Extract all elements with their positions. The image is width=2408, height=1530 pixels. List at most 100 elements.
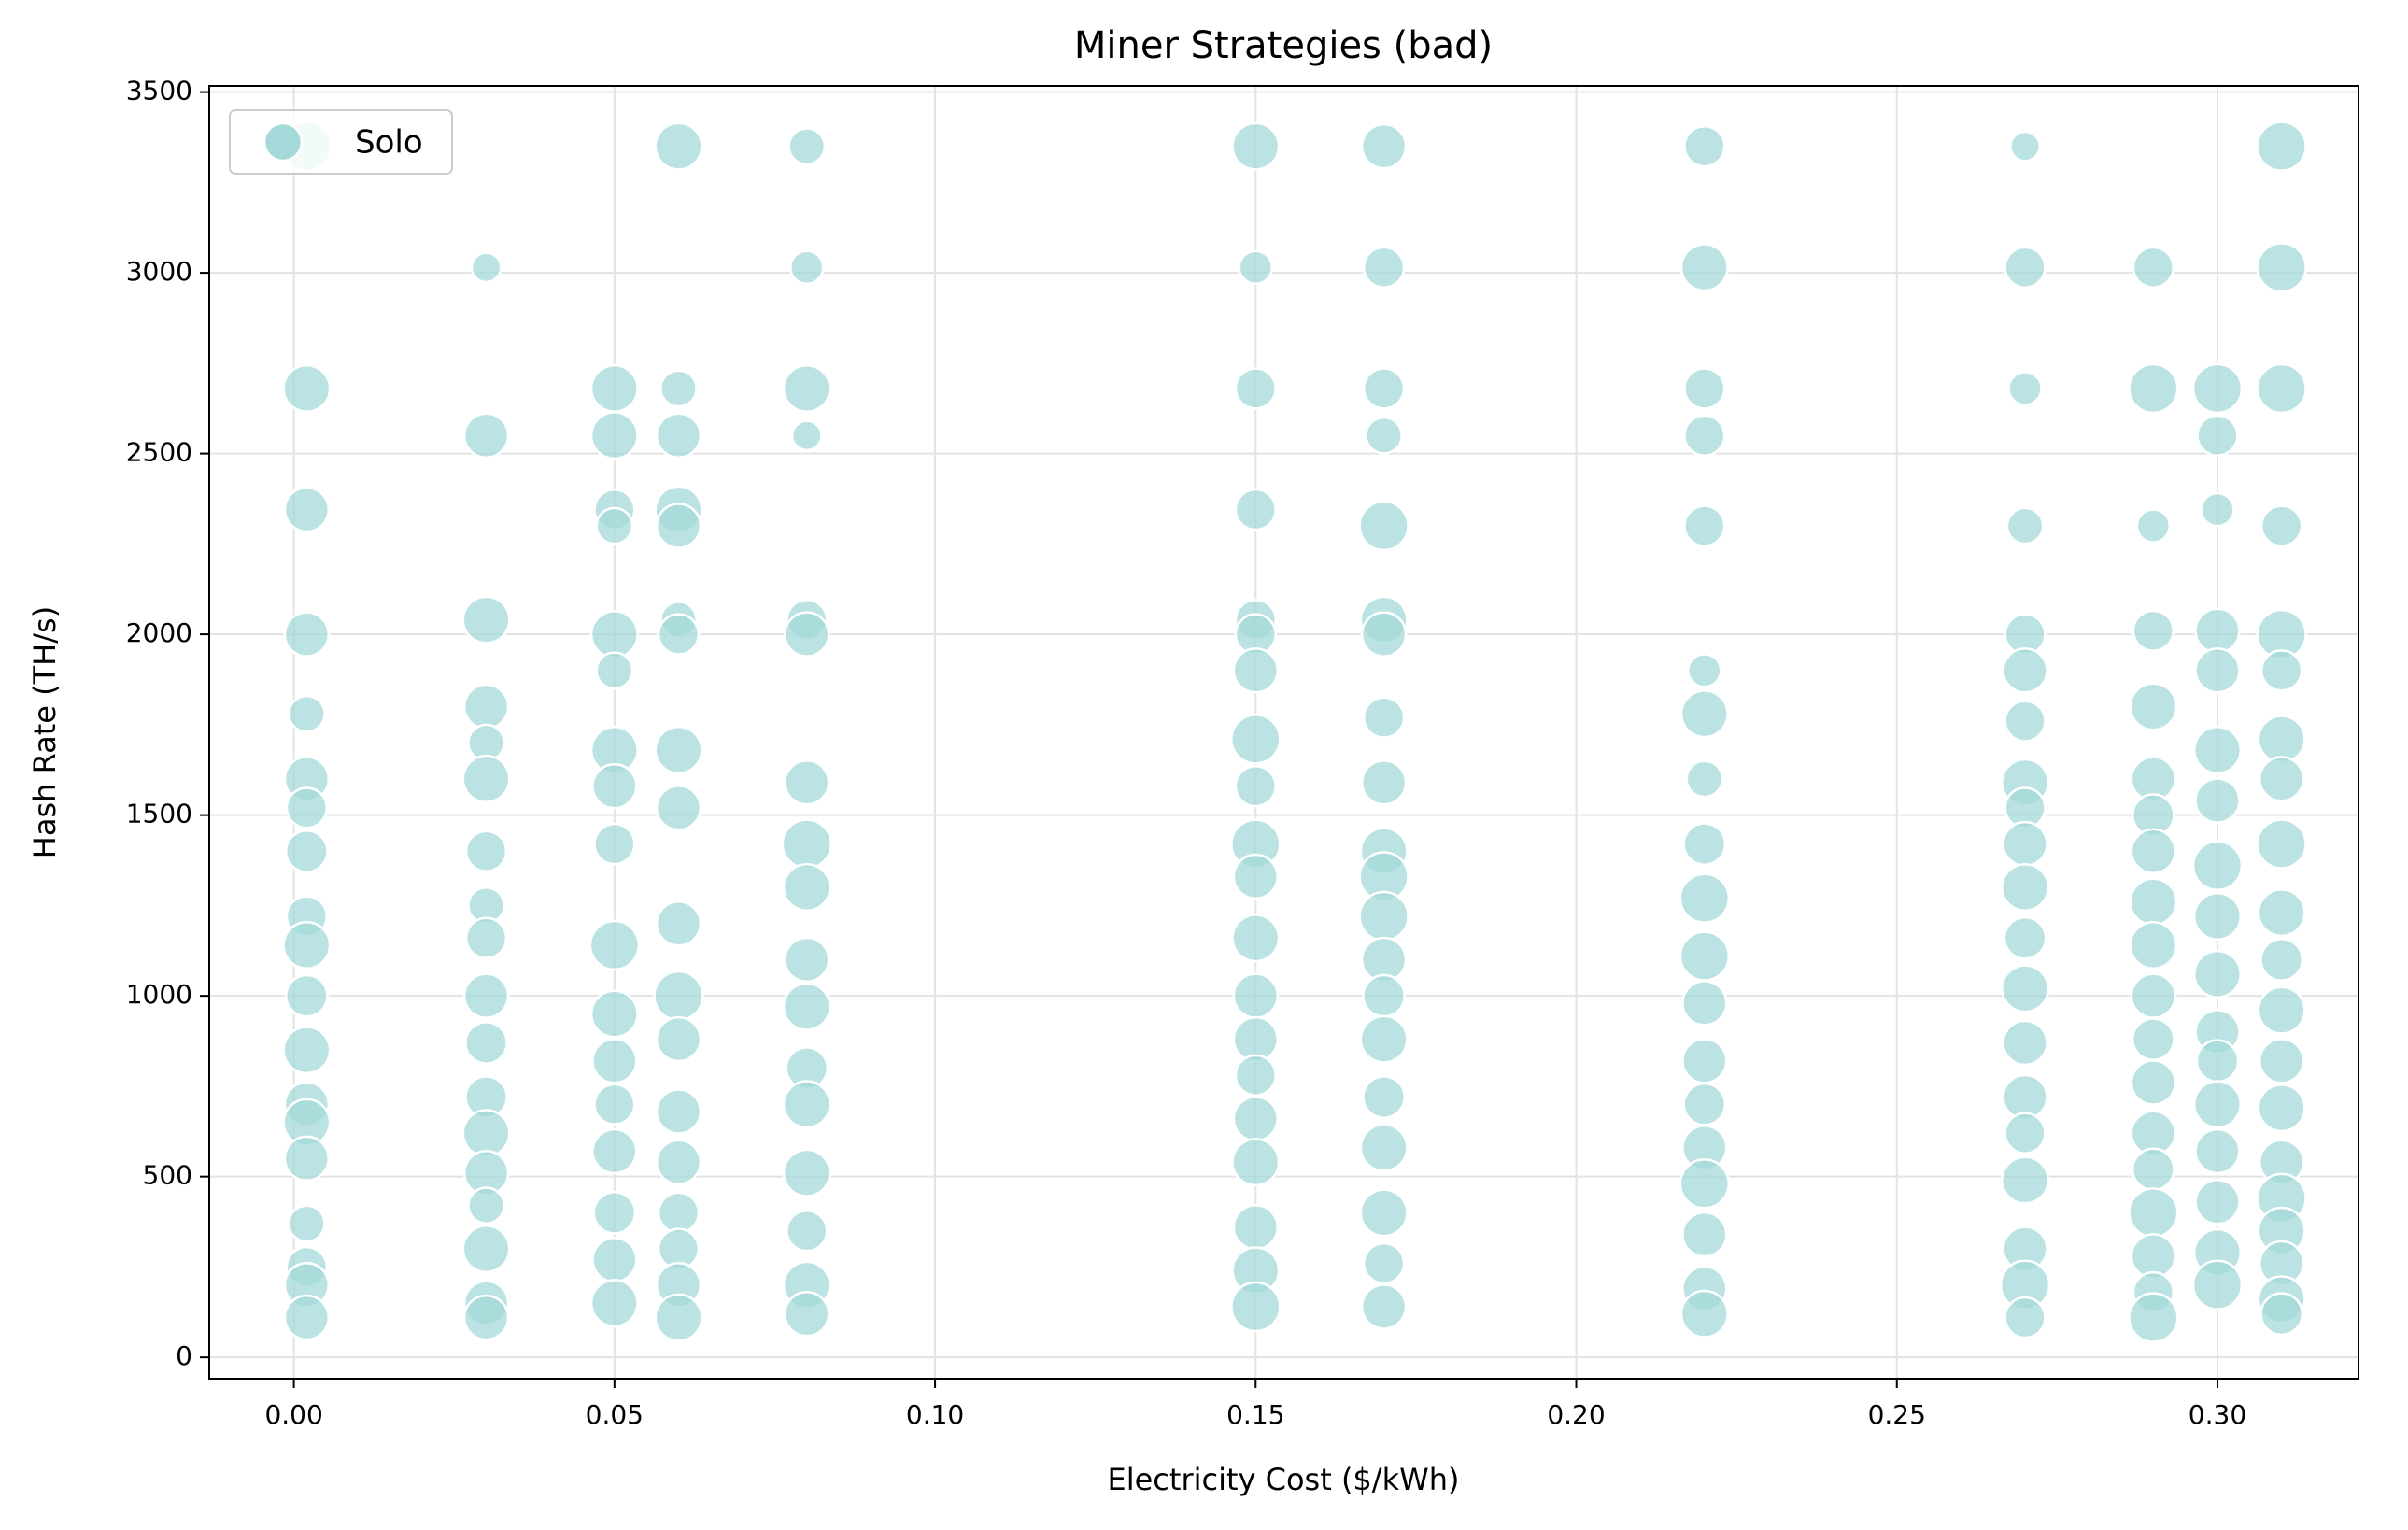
point: [284, 973, 329, 1018]
point: [2194, 647, 2241, 694]
point: [655, 1088, 702, 1135]
point: [1681, 1211, 1728, 1258]
point: [2200, 491, 2235, 528]
point: [2002, 647, 2048, 694]
legend: Solo: [229, 109, 453, 175]
point: [2195, 1039, 2240, 1084]
point: [592, 1190, 637, 1235]
point: [1358, 890, 1409, 942]
point: [462, 972, 510, 1019]
point: [782, 1148, 831, 1197]
point: [2128, 362, 2179, 415]
point: [2005, 506, 2045, 545]
point: [2130, 1059, 2177, 1106]
y-axis-label: Hash Rate (TH/s): [27, 606, 63, 858]
y-tick-label: 2000: [126, 617, 192, 648]
point: [781, 818, 832, 870]
point: [2131, 1147, 2175, 1192]
point: [655, 412, 702, 459]
point: [2259, 938, 2304, 982]
grid: [209, 86, 2358, 1379]
point: [2259, 649, 2303, 692]
point: [2007, 371, 2043, 406]
x-tick-label: 0.10: [906, 1399, 964, 1430]
point: [283, 1294, 331, 1341]
point: [1362, 367, 1406, 410]
x-tick-label: 0.00: [264, 1399, 322, 1430]
y-tick-label: 1500: [126, 799, 192, 829]
point: [1679, 1289, 1729, 1339]
point: [2192, 949, 2242, 999]
point: [461, 1225, 511, 1274]
point: [287, 694, 326, 733]
point: [2192, 891, 2242, 941]
point: [462, 1294, 510, 1341]
point: [588, 919, 641, 971]
point: [461, 1109, 511, 1158]
point: [595, 506, 634, 545]
point: [655, 1139, 702, 1185]
point: [2191, 1259, 2244, 1310]
point: [1230, 1281, 1282, 1333]
point: [1232, 1204, 1280, 1251]
point: [2196, 414, 2239, 457]
point: [283, 611, 331, 658]
point: [2003, 915, 2047, 960]
point: [2256, 242, 2307, 293]
point: [589, 1279, 639, 1328]
point: [2194, 1179, 2241, 1225]
x-tick-label: 0.20: [1547, 1399, 1605, 1430]
point: [1230, 714, 1282, 765]
point: [1234, 488, 1277, 531]
point: [1687, 653, 1722, 688]
y-tick-label: 3500: [126, 76, 192, 106]
point: [2135, 508, 2172, 544]
x-tick-label: 0.15: [1226, 1399, 1284, 1430]
point: [2258, 756, 2305, 802]
point: [1362, 973, 1406, 1018]
point: [1365, 416, 1404, 455]
y-tick-label: 1000: [126, 979, 192, 1010]
point: [1683, 504, 1726, 547]
point: [2129, 920, 2178, 970]
point: [654, 1293, 703, 1342]
point: [1683, 367, 1726, 410]
point: [462, 683, 510, 730]
point: [2194, 1127, 2241, 1175]
point: [589, 989, 639, 1039]
point: [1238, 249, 1274, 286]
point: [2128, 1187, 2179, 1239]
point: [283, 486, 331, 533]
point: [2132, 246, 2175, 289]
point: [1362, 1241, 1406, 1285]
point: [284, 829, 329, 873]
x-tick-label: 0.25: [1868, 1399, 1926, 1430]
point: [283, 1135, 331, 1183]
point: [782, 363, 831, 413]
point: [591, 1127, 638, 1175]
point: [2009, 130, 2041, 163]
x-tick-label: 0.05: [586, 1399, 644, 1430]
point: [285, 786, 329, 829]
point: [2257, 888, 2306, 938]
point: [784, 759, 830, 806]
point: [790, 419, 823, 452]
point: [1679, 1158, 1731, 1210]
point: [2257, 1084, 2306, 1133]
point: [2001, 863, 2050, 913]
point: [2191, 362, 2244, 415]
point: [1358, 500, 1409, 552]
point: [464, 916, 508, 959]
x-axis-label: Electricity Cost ($/kWh): [1108, 1462, 1460, 1497]
point: [653, 970, 704, 1022]
point: [2258, 1038, 2305, 1084]
point: [464, 1021, 508, 1065]
point: [1682, 1082, 1727, 1126]
point: [1682, 822, 1727, 866]
point: [1232, 972, 1280, 1019]
point: [1360, 122, 1408, 170]
point: [1362, 246, 1406, 289]
point: [2194, 777, 2241, 824]
chart-title: Miner Strategies (bad): [1074, 24, 1493, 67]
axes: 0 500 1000 1500 2000 2500 3000 3500 0.00 0.05 0.10…: [126, 76, 2359, 1430]
